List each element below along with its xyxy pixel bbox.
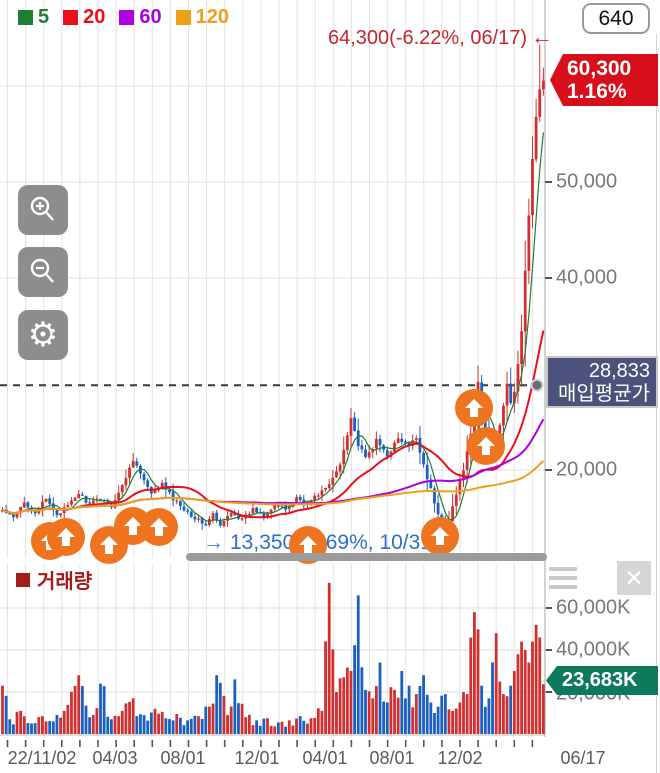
up-arrow-icon (477, 437, 495, 455)
ma-legend-item: 60 (119, 6, 162, 29)
average-buy-price-label: 매입평균가 (558, 383, 650, 405)
close-volume-button[interactable]: ✕ (617, 561, 651, 595)
volume-legend: 거래량 (16, 565, 92, 594)
right-arrow-icon: → (203, 531, 224, 554)
current-change-pct: 1.16% (567, 80, 627, 103)
ma-legend-swatch (119, 10, 135, 25)
gear-icon: ⚙ (27, 315, 59, 355)
high-price-annotation: 64,300(-6.22%, 06/17) ← (328, 24, 553, 50)
close-icon: ✕ (624, 565, 644, 591)
buy-signal-marker (455, 389, 493, 427)
period-box[interactable]: 640 (582, 3, 650, 34)
volume-legend-swatch (16, 572, 30, 587)
x-axis-label: 08/01 (160, 748, 206, 768)
ma-legend-item: 5 (18, 6, 49, 29)
ma-legend-label: 20 (83, 6, 106, 28)
ma-legend: 5 20 60 120 (18, 6, 229, 29)
zoom-out-icon (30, 258, 54, 283)
average-buy-price-badge: 28,833 매입평균가 (546, 356, 658, 408)
up-arrow-icon (150, 518, 168, 536)
ma-legend-swatch (18, 10, 33, 25)
current-price-badge: 60,300 1.16% (550, 54, 658, 106)
current-volume-badge: 23,683K (546, 666, 658, 695)
current-volume: 23,683K (562, 669, 638, 691)
low-price-annotation: → 13,350(-1.69%, 10/31) (203, 531, 439, 555)
zoom-in-icon (30, 196, 54, 221)
settings-button[interactable]: ⚙ (18, 310, 68, 360)
average-buy-price: 28,833 (588, 360, 650, 382)
x-axis-label: 12/02 (437, 748, 483, 768)
low-annotation-text: 13,350(-1.69%, 10/31) (230, 531, 439, 554)
price-chart-canvas (0, 0, 552, 560)
x-axis-label: 12/01 (234, 748, 280, 768)
price-tick-label: 20,000 (556, 458, 618, 481)
up-arrow-icon (57, 528, 75, 546)
x-axis-label: 22/11/02 (7, 748, 77, 768)
high-annotation-text: 64,300(-6.22%, 06/17) (328, 27, 528, 49)
left-arrow-icon: ← (531, 24, 554, 49)
buy-signal-marker (467, 427, 505, 465)
ma-legend-label: 120 (195, 6, 229, 28)
up-arrow-icon (431, 527, 449, 545)
ma-legend-swatch (63, 10, 79, 25)
ma-legend-label: 60 (139, 6, 162, 28)
up-arrow-icon (100, 536, 118, 554)
x-axis-label: 06/17 (560, 748, 606, 768)
ma-legend-item: 20 (63, 6, 105, 29)
buy-signal-marker (47, 518, 85, 556)
volume-tick-label: 40,000K (556, 638, 631, 661)
up-arrow-icon (299, 536, 317, 554)
buy-signal-marker (421, 517, 459, 555)
volume-tick-label: 60,000K (556, 596, 631, 619)
ma-legend-label: 5 (38, 6, 50, 28)
ma-legend-item: 120 (175, 6, 229, 29)
volume-chart-canvas (0, 560, 552, 737)
buy-signal-marker (140, 508, 178, 546)
chart-scrollbar[interactable] (186, 553, 547, 561)
x-axis-label: 04/03 (92, 748, 138, 768)
x-axis-ticks (6, 740, 534, 747)
zoom-in-button[interactable] (18, 185, 68, 235)
x-axis-label: 04/01 (302, 748, 348, 768)
up-arrow-icon (124, 517, 142, 535)
up-arrow-icon (465, 399, 483, 417)
zoom-out-button[interactable] (18, 247, 68, 297)
menu-icon[interactable] (549, 567, 577, 589)
x-axis-label: 08/01 (369, 748, 415, 768)
ma-legend-swatch (175, 10, 191, 25)
current-price: 60,300 (567, 57, 632, 80)
volume-legend-label: 거래량 (37, 571, 93, 593)
price-tick-label: 40,000 (556, 266, 618, 289)
price-tick-label: 50,000 (556, 170, 618, 193)
